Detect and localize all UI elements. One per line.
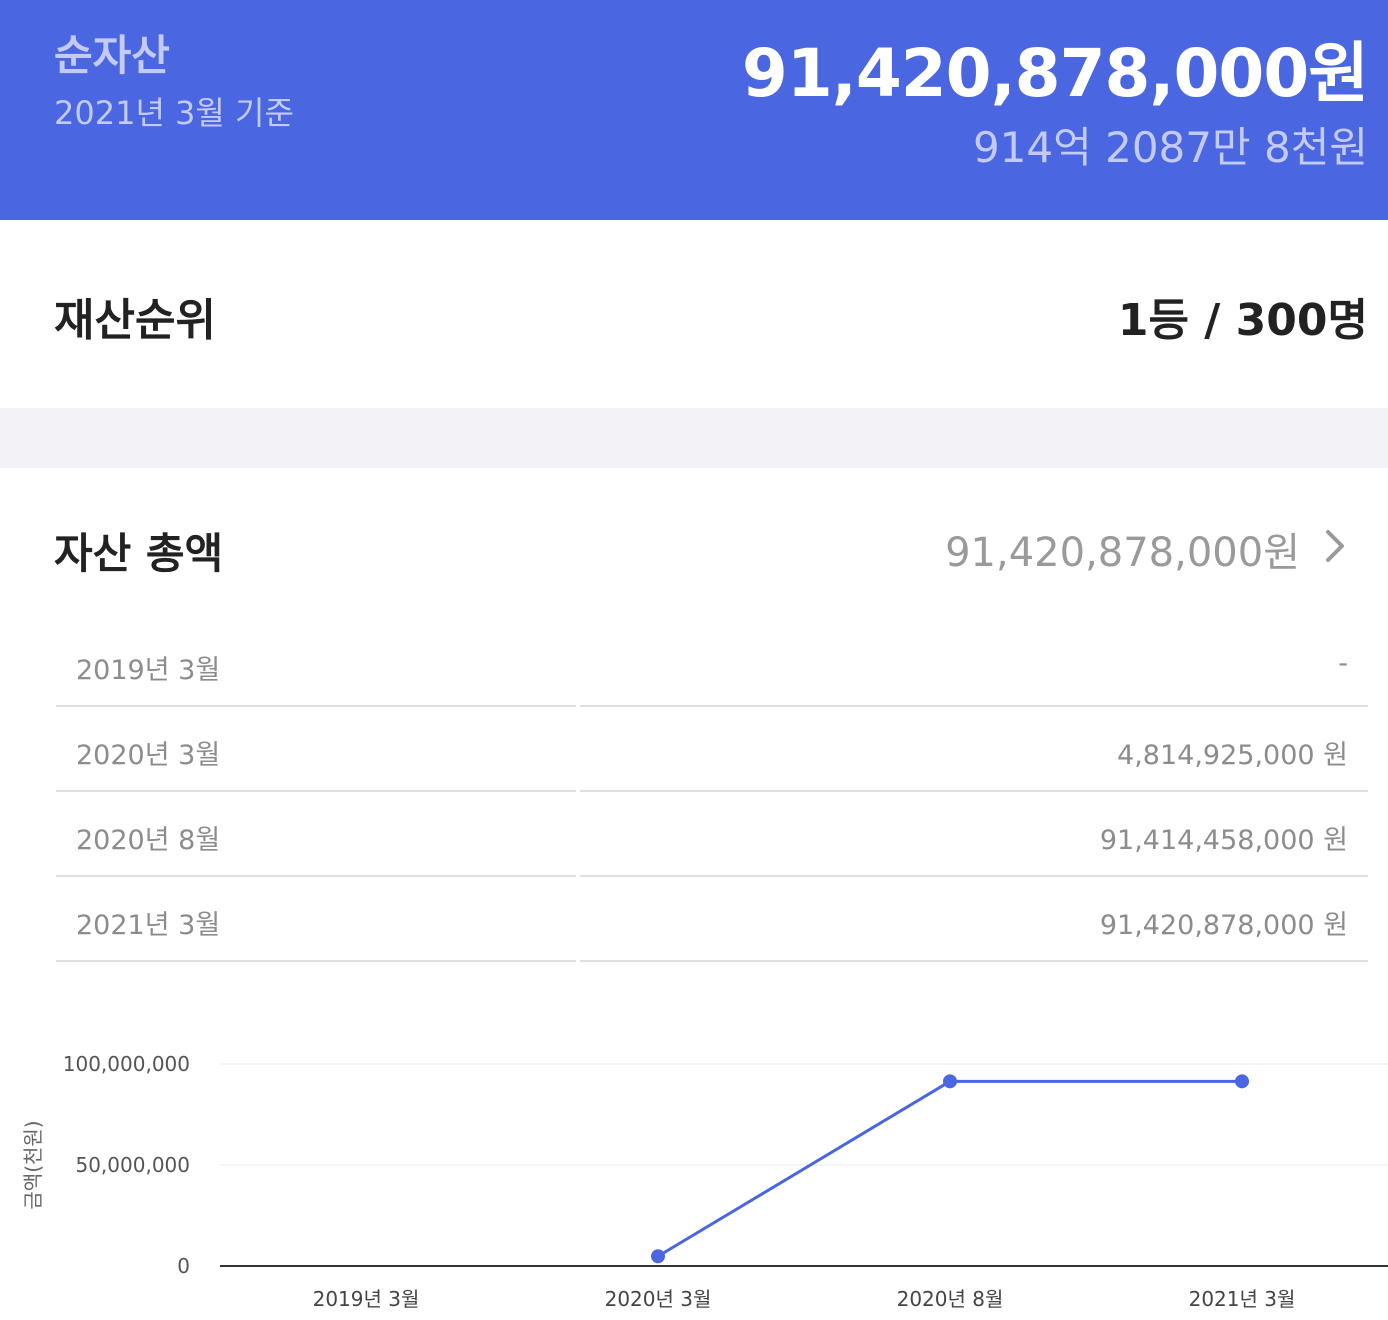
history-date: 2020년 3월 — [76, 740, 221, 771]
row-divider — [56, 705, 576, 707]
y-tick-label: 0 — [177, 1254, 190, 1278]
data-point — [943, 1074, 957, 1089]
x-tick-label: 2020년 3월 — [605, 1287, 712, 1311]
history-amount: 4,814,925,000 원 — [1117, 740, 1348, 771]
series-line — [657, 1079, 1243, 1258]
asset-trend-chart-svg: 0 50,000,000 100,000,000 2019년 3월 2020년 3월 20… — [63, 1052, 1388, 1311]
asset-history-list: 2019년 3월 - 2020년 3월 4,814,925,000 원 2020… — [56, 622, 1368, 962]
list-item: 2020년 8월 91,414,458,000 원 — [56, 792, 1368, 877]
row-divider — [580, 875, 1368, 877]
net-worth-label: 순자산 — [54, 31, 170, 80]
list-item: 2020년 3월 4,814,925,000 원 — [56, 707, 1368, 792]
history-amount: 91,420,878,000 원 — [1099, 910, 1348, 941]
row-divider — [56, 790, 576, 792]
history-date: 2021년 3월 — [76, 910, 221, 941]
net-worth-header: 순자산 2021년 3월 기준 91,420,878,000원 914억 208… — [0, 0, 1388, 220]
row-divider — [56, 875, 576, 877]
chevron-right-icon[interactable] — [1316, 526, 1356, 566]
row-divider — [580, 960, 1368, 962]
rank-value: 1등 / 300명 — [1117, 295, 1368, 346]
net-worth-amount: 91,420,878,000원 — [741, 35, 1369, 112]
net-worth-amount-korean: 914억 2087만 8천원 — [972, 123, 1368, 172]
row-divider — [56, 960, 576, 962]
row-divider — [580, 705, 1368, 707]
wealth-rank-section: 재산순위 1등 / 300명 — [0, 220, 1388, 408]
history-date: 2020년 8월 — [76, 825, 221, 856]
reference-date: 2021년 3월 기준 — [54, 94, 294, 132]
rank-title: 재산순위 — [54, 295, 216, 346]
data-point — [1235, 1074, 1249, 1089]
total-assets-amount: 91,420,878,000원 — [945, 530, 1300, 576]
history-amount: 91,414,458,000 원 — [1099, 825, 1348, 856]
y-tick-label: 50,000,000 — [75, 1153, 190, 1177]
x-tick-label: 2020년 8월 — [897, 1287, 1004, 1311]
y-axis-title-wrap: 금액(천원) — [21, 1120, 45, 1209]
list-item: 2019년 3월 - — [56, 622, 1368, 707]
total-assets-header[interactable]: 자산 총액 91,420,878,000원 — [0, 468, 1388, 618]
history-amount: - — [1338, 648, 1348, 679]
x-tick-label: 2019년 3월 — [313, 1287, 420, 1311]
total-assets-title: 자산 총액 — [54, 529, 224, 578]
x-tick-label: 2021년 3월 — [1189, 1287, 1296, 1311]
history-date: 2019년 3월 — [76, 655, 221, 686]
list-item: 2021년 3월 91,420,878,000 원 — [56, 877, 1368, 962]
row-divider — [580, 790, 1368, 792]
section-divider — [0, 408, 1388, 468]
asset-trend-chart: 0 50,000,000 100,000,000 2019년 3월 2020년 3월 20… — [0, 1020, 1388, 1320]
data-point — [651, 1249, 665, 1264]
y-axis-title: 금액(천원) — [21, 1120, 45, 1209]
y-tick-label: 100,000,000 — [63, 1052, 190, 1076]
